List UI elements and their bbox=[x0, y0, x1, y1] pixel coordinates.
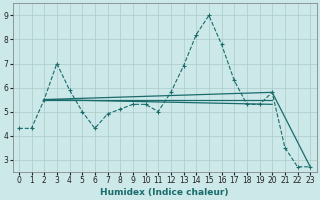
X-axis label: Humidex (Indice chaleur): Humidex (Indice chaleur) bbox=[100, 188, 229, 197]
